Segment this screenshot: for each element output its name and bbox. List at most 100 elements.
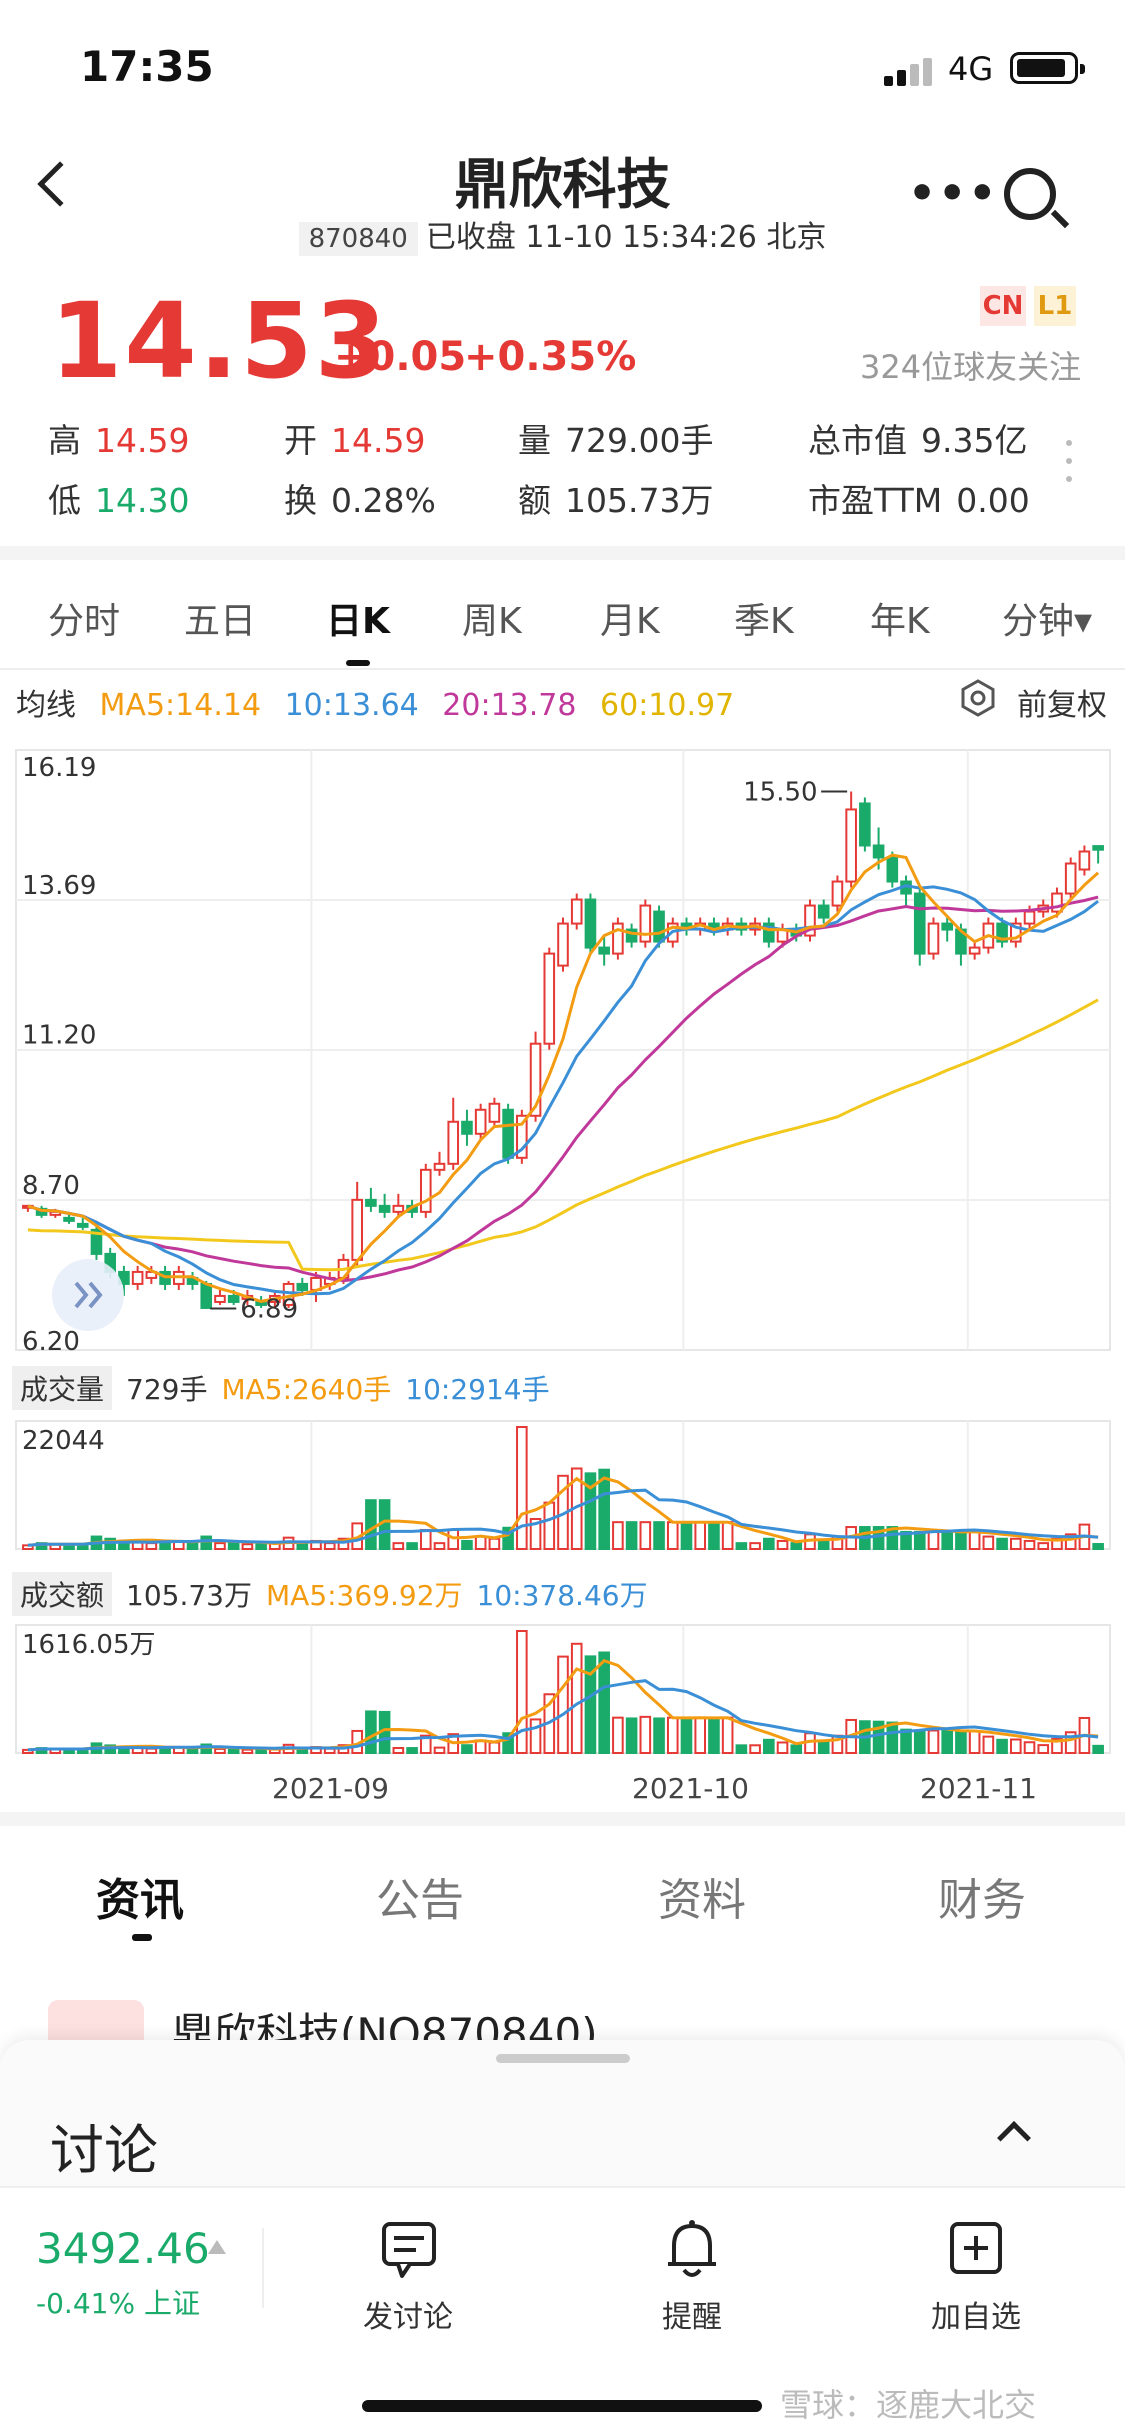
candle — [804, 899, 816, 942]
drag-handle[interactable] — [496, 2054, 630, 2063]
tab-minute[interactable]: 分钟▾ — [1002, 601, 1093, 642]
volume-bar — [763, 1738, 775, 1754]
candle — [461, 1109, 473, 1146]
tab-profile[interactable]: 资料 — [658, 1875, 746, 1926]
candle-body — [296, 1282, 309, 1291]
network-type: 4G — [948, 50, 994, 88]
settings-hex-icon[interactable] — [958, 678, 998, 718]
index-change[interactable]: -0.41% 上证 — [36, 2287, 200, 2320]
candle-body — [845, 808, 857, 883]
tab-monthly-k[interactable]: 月K — [600, 601, 660, 642]
volume-bar — [392, 1747, 405, 1754]
candle-body — [639, 904, 652, 943]
add-watchlist-button[interactable]: 加自选 — [896, 2218, 1056, 2335]
candle-body — [557, 922, 569, 967]
reminder-button[interactable]: 提醒 — [612, 2218, 772, 2335]
volume-bar — [474, 1535, 487, 1550]
more-icon[interactable]: ••• — [908, 168, 999, 219]
candle — [90, 1223, 103, 1260]
volume-bar — [913, 1730, 926, 1754]
more-stats-icon[interactable] — [1066, 440, 1072, 494]
volume-current: 729手 — [126, 1373, 208, 1406]
divider — [262, 2228, 264, 2308]
volume-bar — [598, 1468, 610, 1551]
candle-body — [927, 922, 940, 955]
volume-bar — [433, 1542, 446, 1550]
candle — [76, 1217, 89, 1230]
candle-body — [612, 922, 624, 955]
candle — [447, 1097, 460, 1170]
tab-financials[interactable]: 财务 — [938, 1875, 1026, 1926]
candle — [214, 1289, 226, 1305]
volume-bar — [721, 1521, 734, 1551]
volume-bar — [337, 1537, 350, 1550]
y-tick-label: 16.19 — [22, 753, 96, 783]
chat-icon — [382, 2222, 436, 2278]
volume-bar — [955, 1530, 967, 1550]
tab-yearly-k[interactable]: 年K — [870, 601, 930, 642]
volume-ma10: 10:2914手 — [405, 1373, 550, 1406]
tab-timeshare[interactable]: 分时 — [48, 601, 121, 642]
tab-weekly-k[interactable]: 周K — [462, 601, 522, 642]
volume-bar — [22, 1748, 34, 1754]
volume-bar — [255, 1748, 267, 1755]
news-title[interactable]: 鼎欣科技(NQ870840) — [172, 2009, 598, 2044]
volume-bar — [790, 1542, 803, 1550]
amount-tag[interactable]: 成交额 — [12, 1572, 113, 1616]
candle-body — [474, 1108, 487, 1135]
candle-body — [968, 946, 981, 955]
volume-bar — [694, 1521, 707, 1551]
volume-bar — [1064, 1731, 1077, 1754]
volume-tag[interactable]: 成交量 — [12, 1366, 113, 1410]
tab-announcements[interactable]: 公告 — [376, 1875, 464, 1926]
candle-body — [200, 1282, 213, 1309]
candle-body — [941, 922, 954, 931]
home-indicator[interactable] — [362, 2400, 762, 2412]
volume-bar — [570, 1642, 583, 1755]
volume-bar — [680, 1521, 693, 1551]
candlestick-chart[interactable]: 16.19 13.69 11.20 8.70 6.20 15.50 6.89 — [0, 725, 1125, 1355]
y-tick-label: 6.20 — [22, 1327, 80, 1355]
volume-bar — [735, 1542, 748, 1550]
candle — [433, 1151, 446, 1176]
tab-five-day[interactable]: 五日 — [184, 601, 257, 642]
chevron-up-icon[interactable] — [997, 2121, 1031, 2155]
volume-bar — [557, 1655, 569, 1755]
tab-news[interactable]: 资讯 — [96, 1875, 184, 1926]
volume-bar — [612, 1716, 624, 1754]
candle-body — [516, 1114, 528, 1159]
price-change-pct: +0.35% — [464, 334, 637, 380]
volume-bar — [145, 1747, 158, 1755]
candle-body — [598, 946, 610, 955]
candle-body — [433, 1162, 446, 1171]
volume-bar — [406, 1542, 418, 1550]
stat-high: 高 14.59 — [48, 421, 190, 460]
volume-bar — [1023, 1539, 1036, 1550]
candle-body — [804, 904, 816, 937]
index-value[interactable]: 3492.46 — [36, 2224, 210, 2273]
restore-adjust-toggle[interactable]: 前复权 — [1017, 688, 1107, 723]
triangle-up-icon — [208, 2240, 226, 2254]
candle — [419, 1163, 432, 1218]
volume-bar — [323, 1542, 336, 1550]
search-icon[interactable] — [1004, 168, 1056, 220]
volume-bar — [1010, 1738, 1022, 1755]
volume-bar — [941, 1729, 954, 1754]
volume-bar — [584, 1655, 597, 1754]
candle-body — [831, 880, 844, 907]
post-discussion-button[interactable]: 发讨论 — [328, 2218, 488, 2335]
candle — [516, 1109, 528, 1164]
cn-badge[interactable]: CN — [980, 286, 1026, 326]
tab-daily-k[interactable]: 日K — [326, 601, 390, 642]
candle-body — [653, 910, 665, 943]
l1-badge[interactable]: L1 — [1034, 286, 1076, 326]
expand-chevron-icon[interactable] — [52, 1259, 124, 1331]
ma60-value: 60:10.97 — [600, 688, 735, 723]
volume-bar — [680, 1716, 693, 1754]
tab-quarterly-k[interactable]: 季K — [734, 601, 794, 642]
volume-bar — [1051, 1737, 1063, 1754]
volume-bar — [461, 1539, 473, 1550]
volume-bar — [625, 1521, 638, 1551]
volume-legend: 成交量 729手 MA5:2640手 10:2914手 — [12, 1366, 564, 1410]
volume-bar — [708, 1716, 720, 1754]
